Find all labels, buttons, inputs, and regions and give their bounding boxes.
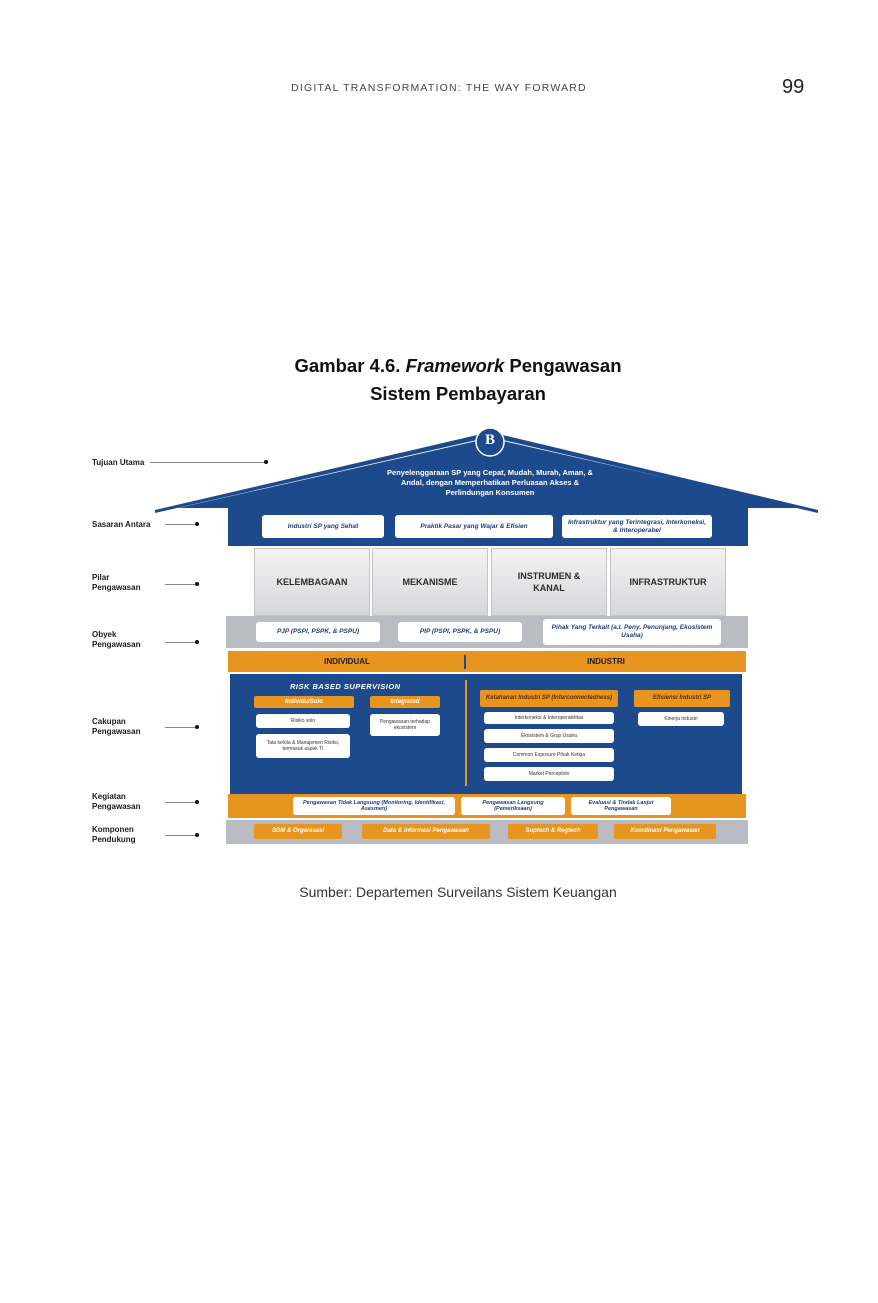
common-exposure-box: Common Exposure Pihak Ketiga [484,748,614,762]
industri-heading: INDUSTRI [587,657,625,666]
roof-graphic [155,427,818,513]
interkoneksi-box: Interkoneksi & Interoperabilitas [484,712,614,724]
obyek-item: Pihak Yang Terkait (a.l. Peny. Penunjang… [543,619,721,645]
leader-line [165,802,195,803]
sasaran-item: Industri SP yang Sehat [262,515,384,538]
label-line: Pendukung [92,835,136,844]
leader-line [150,462,264,463]
label-line: Kegiatan [92,792,126,801]
label-line: Komponen [92,825,134,834]
komponen-item: Koordinasi Pengawasan [614,824,716,839]
pillar-mekanisme: MEKANISME [372,548,488,616]
komponen-item: Suptech & Regtech [508,824,598,839]
tujuan-utama-text: Penyelenggaraan SP yang Cepat, Mudah, Mu… [335,468,645,498]
leader-dot [195,725,199,729]
komponen-item: Data & Informasi Pengawasan [362,824,490,839]
label-line: Pengawasan [92,802,141,811]
label-kegiatan: Kegiatan Pengawasan [92,792,140,812]
leader-dot [195,522,199,526]
komponen-item: SDM & Organisasi [254,824,342,839]
label-line: Obyek [92,630,117,639]
title-prefix: Gambar 4.6. [294,355,406,376]
figure-source: Sumber: Departemen Surveilans Sistem Keu… [299,884,617,900]
cakupan-divider [465,680,467,786]
kinerja-industri-box: Kinerja Industri [638,712,724,726]
efisiensi-industri-box: Efisiensi Industri SP [634,690,730,707]
kegiatan-item: Evaluasi & Tindak Lanjut Pengawasan [571,797,671,815]
kegiatan-item: Pengawasan Langsung (Pemeriksaan) [461,797,565,815]
kegiatan-item: Pengawasan Tidak Langsung (Monitoring, I… [293,797,455,815]
ketahanan-industri-box: Ketahanan Industri SP (Interconnectednes… [480,690,618,707]
leader-line [165,642,195,643]
pengawasan-ekosistem-box: Pengawasan terhadap ekosistem [370,714,440,736]
tata-kelola-box: Tata kelola & Manajemen Risiko, termasuk… [256,734,350,758]
title-italic: Framework [405,355,505,376]
individu-solo-box: Individu/Solo [254,696,354,708]
label-tujuan-utama: Tujuan Utama [92,458,145,467]
ekosistem-grup-box: Ekosistem & Grup Usaha [484,729,614,743]
obyek-item: PIP (PSPI, PSPK, & PSPU) [398,622,522,642]
integrated-box: Integrated [370,696,440,708]
market-perception-box: Market Perception [484,767,614,781]
label-line: Pilar [92,573,110,582]
label-komponen: Komponen Pendukung [92,825,136,845]
leader-line [165,524,195,525]
pillar-kelembagaan: KELEMBAGAAN [254,548,370,616]
leader-dot [264,460,268,464]
roof-line: Perlindungan Konsumen [445,488,535,497]
label-cakupan: Cakupan Pengawasan [92,717,140,737]
leader-dot [195,800,199,804]
roof-line: Andal, dengan Memperhatikan Perluasan Ak… [400,478,580,487]
leader-dot [195,833,199,837]
leader-dot [195,582,199,586]
leader-line [165,584,195,585]
risiko-solo-box: Risiko solo [256,714,350,728]
label-pilar: Pilar Pengawasan [92,573,140,593]
scope-split-band [228,651,746,672]
figure-title: Gambar 4.6. Framework Pengawasan Sistem … [0,352,878,408]
label-sasaran-antara: Sasaran Antara [92,520,151,529]
leader-dot [195,640,199,644]
pillar-infrastruktur: INFRASTRUKTUR [610,548,726,616]
title-suffix: Pengawasan [504,355,622,376]
label-line: Pengawasan [92,640,141,649]
label-obyek: Obyek Pengawasan [92,630,140,650]
individual-heading: INDIVIDUAL [324,657,370,666]
sasaran-item: Infrastruktur yang Terintegrasi, Interko… [562,515,712,538]
page-number: 99 [782,76,805,98]
leader-line [165,835,195,836]
pillar-instrumen-kanal: INSTRUMEN & KANAL [491,548,607,616]
obyek-item: PJP (PSPI, PSPK, & PSPU) [256,622,380,642]
leader-line [165,727,195,728]
label-line: Cakupan [92,717,126,726]
split-divider [464,655,466,669]
roof-line: Penyelenggaraan SP yang Cepat, Mudah, Mu… [387,468,593,477]
bi-logo-letter: B [484,432,495,448]
roof-triangle [178,438,800,508]
label-line: Pengawasan [92,583,141,592]
title-line2: Sistem Pembayaran [370,383,546,404]
bi-logo-icon [475,427,505,457]
label-line: Pengawasan [92,727,141,736]
risk-based-supervision: RISK BASED SUPERVISION [290,682,401,691]
running-header: DIGITAL TRANSFORMATION: THE WAY FORWARD [291,82,587,94]
sasaran-item: Praktik Pasar yang Wajar & Efisien [395,515,553,538]
